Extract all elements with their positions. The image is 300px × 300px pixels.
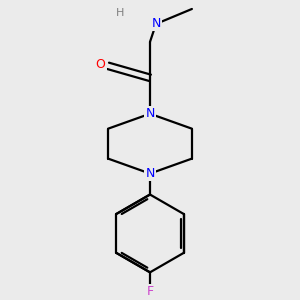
Text: O: O — [96, 58, 106, 71]
Text: H: H — [116, 8, 124, 19]
Text: N: N — [145, 107, 155, 120]
Text: N: N — [151, 17, 161, 30]
Text: F: F — [146, 285, 154, 298]
Text: N: N — [145, 167, 155, 180]
